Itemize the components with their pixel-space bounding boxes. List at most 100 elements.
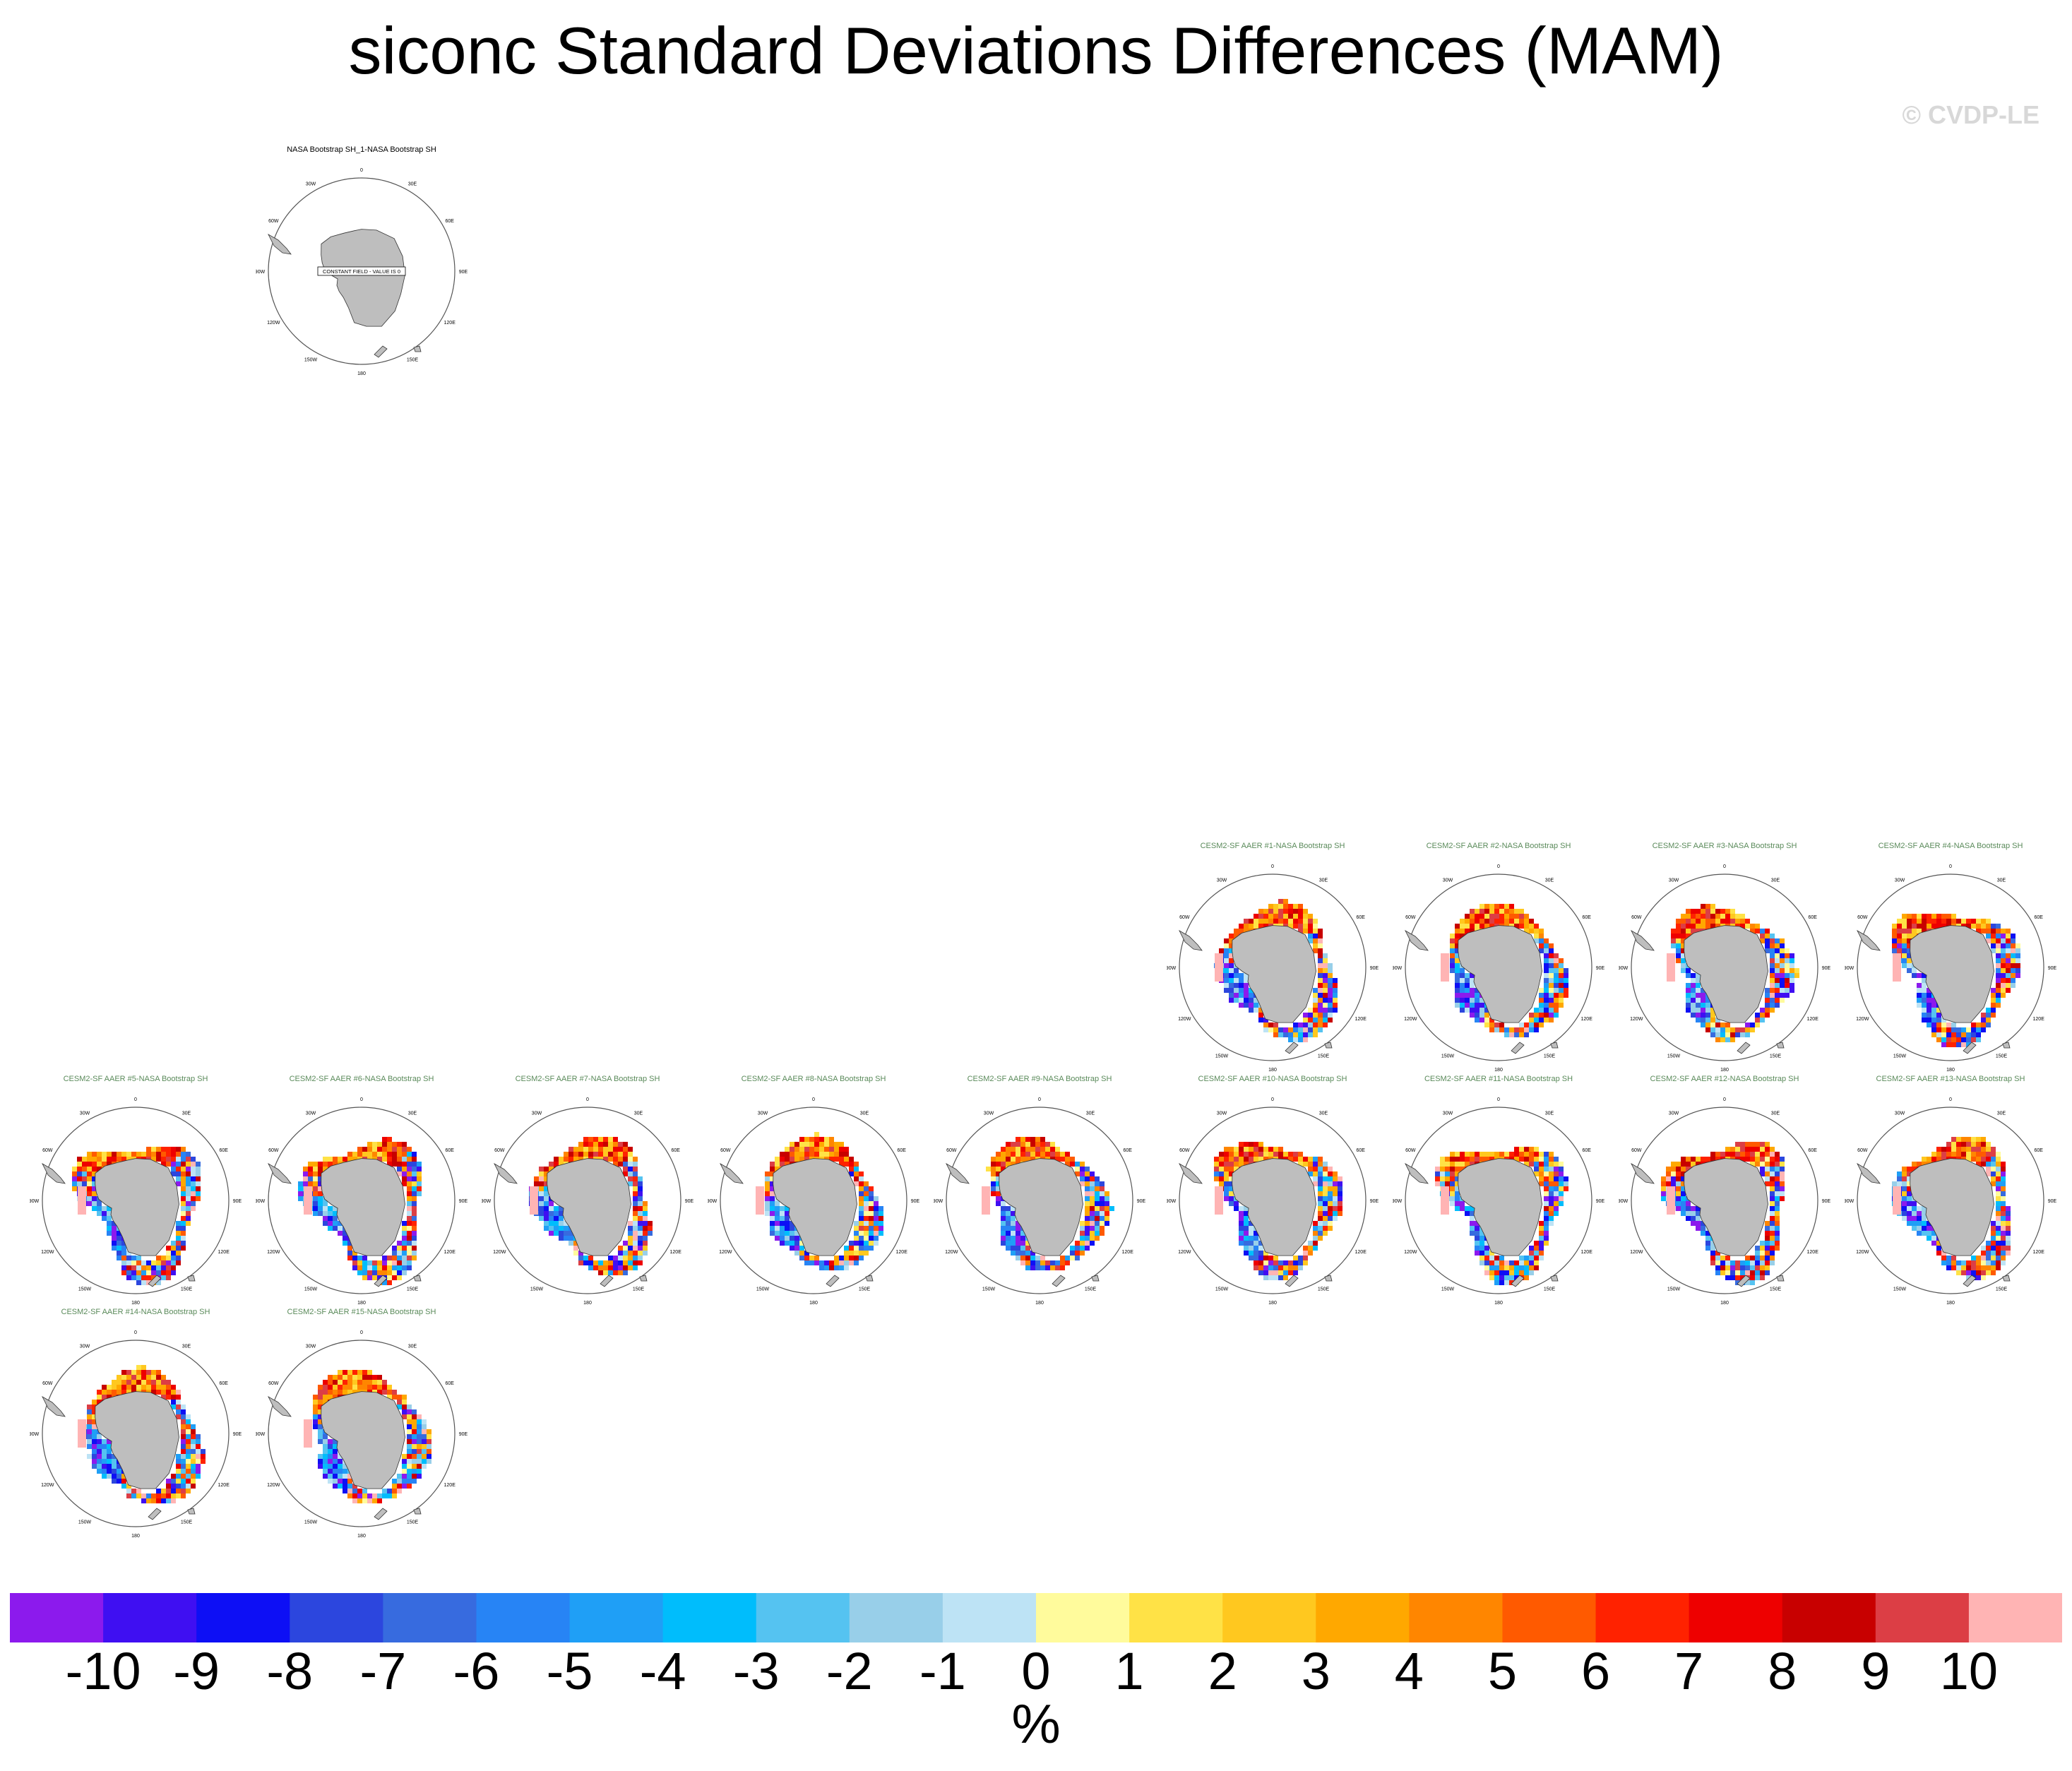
- grid-cell: [112, 1469, 117, 1474]
- grid-cell: [92, 1414, 97, 1419]
- grid-cell: [1927, 924, 1931, 929]
- grid-cell: [1701, 998, 1705, 1003]
- grid-cell: [839, 1265, 844, 1270]
- grid-cell: [1691, 1211, 1696, 1216]
- grid-cell: [1981, 1260, 1986, 1265]
- grid-cell: [1902, 1211, 1907, 1216]
- grid-cell: [1986, 1241, 1991, 1246]
- grid-cell: [1549, 1013, 1554, 1018]
- grid-cell: [1745, 919, 1750, 924]
- grid-cell: [1745, 1152, 1750, 1157]
- grid-cell: [775, 1201, 780, 1206]
- grid-cell: [1559, 1167, 1564, 1171]
- grid-cell: [186, 1419, 191, 1424]
- grid-cell: [1288, 1037, 1293, 1042]
- grid-cell: [608, 1137, 613, 1142]
- grid-cell: [1976, 1157, 1981, 1162]
- grid-cell: [1470, 1221, 1475, 1226]
- grid-cell: [412, 1459, 417, 1464]
- grid-cell: [1961, 1027, 1966, 1032]
- grid-cell: [402, 1241, 407, 1246]
- grid-cell: [112, 1474, 117, 1479]
- grid-cell: [102, 1395, 107, 1400]
- grid-cell: [809, 1147, 814, 1152]
- grid-cell: [1016, 1256, 1020, 1260]
- grid-cell: [1534, 1246, 1539, 1251]
- grid-cell: [1085, 1236, 1090, 1241]
- grid-cell: [1730, 1027, 1735, 1032]
- grid-cell: [1219, 1167, 1224, 1171]
- grid-cell: [1897, 1171, 1902, 1176]
- grid-cell: [347, 1493, 352, 1498]
- grid-cell: [1991, 1176, 1996, 1181]
- longitude-label: 0: [1271, 1097, 1274, 1102]
- grid-cell: [1278, 1147, 1283, 1152]
- grid-cell: [1254, 1260, 1258, 1265]
- grid-cell: [854, 1181, 859, 1186]
- colorbar-swatch: [10, 1593, 104, 1642]
- longitude-label: 90E: [1822, 1199, 1830, 1204]
- grid-cell: [323, 1459, 328, 1464]
- grid-cell: [1006, 1147, 1011, 1152]
- grid-cell: [588, 1137, 593, 1142]
- grid-cell: [1686, 1162, 1691, 1167]
- missing-data-region: [1893, 1186, 1901, 1215]
- grid-cell: [186, 1454, 191, 1459]
- grid-cell: [1559, 968, 1564, 973]
- grid-cell: [1080, 1181, 1085, 1186]
- grid-cell: [1303, 929, 1308, 934]
- grid-cell: [186, 1424, 191, 1429]
- grid-cell: [107, 1444, 112, 1449]
- grid-cell: [780, 1206, 785, 1211]
- grid-cell: [1333, 978, 1338, 983]
- grid-cell: [1750, 1265, 1755, 1270]
- grid-cell: [839, 1162, 844, 1167]
- grid-cell: [397, 1479, 402, 1484]
- grid-cell: [1318, 993, 1323, 998]
- grid-cell: [1479, 1246, 1484, 1251]
- grid-cell: [176, 1474, 181, 1479]
- grid-cell: [1040, 1265, 1045, 1270]
- grid-cell: [573, 1251, 578, 1256]
- grid-cell: [814, 1152, 819, 1157]
- grid-cell: [864, 1191, 869, 1196]
- grid-cell: [1770, 1008, 1775, 1013]
- grid-cell: [1735, 1152, 1740, 1157]
- grid-cell: [829, 1147, 834, 1152]
- grid-cell: [1318, 938, 1323, 943]
- grid-cell: [1755, 1018, 1760, 1022]
- grid-cell: [372, 1493, 377, 1498]
- grid-cell: [1298, 1157, 1303, 1162]
- grid-cell: [1715, 914, 1720, 919]
- grid-cell: [1559, 1181, 1564, 1186]
- grid-cell: [628, 1251, 633, 1256]
- tasmania-land: [187, 1508, 196, 1515]
- grid-cell: [1095, 1226, 1100, 1231]
- grid-cell: [1080, 1162, 1085, 1167]
- grid-cell: [824, 1142, 829, 1147]
- grid-cell: [387, 1147, 392, 1152]
- grid-cell: [112, 1231, 117, 1236]
- grid-cell: [1765, 1171, 1770, 1176]
- grid-cell: [1283, 1027, 1288, 1032]
- grid-cell: [1701, 1157, 1705, 1162]
- grid-cell: [392, 1484, 397, 1489]
- south-america-land: [1631, 929, 1655, 951]
- grid-cell: [1971, 1270, 1976, 1275]
- grid-cell: [869, 1221, 874, 1226]
- grid-cell: [1961, 1037, 1966, 1042]
- grid-cell: [633, 1181, 638, 1186]
- grid-cell: [633, 1265, 638, 1270]
- grid-cell: [1912, 929, 1917, 934]
- grid-cell: [333, 1395, 338, 1400]
- grid-cell: [1006, 1142, 1011, 1147]
- grid-cell: [166, 1385, 171, 1390]
- new-zealand-land: [1737, 1042, 1751, 1054]
- grid-cell: [824, 1152, 829, 1157]
- grid-cell: [1780, 973, 1785, 978]
- grid-cell: [1308, 914, 1313, 919]
- grid-cell: [181, 1216, 186, 1221]
- grid-cell: [333, 1385, 338, 1390]
- grid-cell: [854, 1162, 859, 1167]
